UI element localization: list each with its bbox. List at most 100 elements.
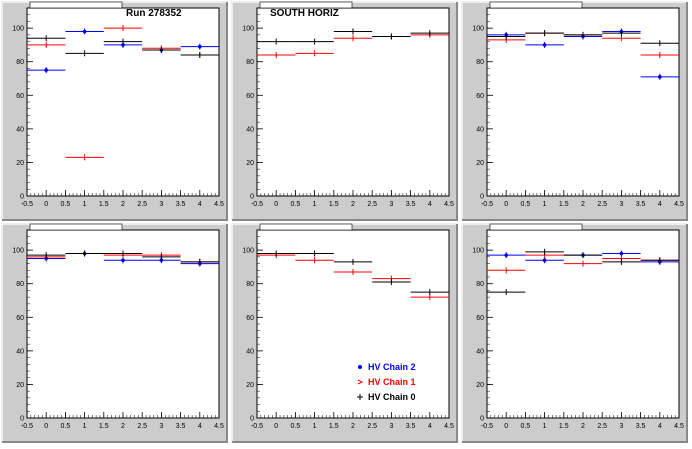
y-tick-label: 100 [242, 26, 254, 33]
x-tick-label: 0 [274, 201, 278, 208]
x-tick-label: -0.5 [251, 201, 263, 208]
pad-bevel-light [231, 1, 457, 220]
y-tick-label: 40 [246, 348, 254, 355]
y-tick-label: 100 [472, 26, 484, 33]
panel-title: SOUTH HORIZ [270, 8, 339, 19]
x-tick-label: 3.5 [636, 201, 646, 208]
x-tick-label: 3 [619, 423, 623, 430]
x-tick-label: 0.5 [61, 201, 71, 208]
x-tick-label: -0.5 [481, 201, 493, 208]
data-point-marker [542, 258, 547, 263]
x-tick-label: 3.5 [636, 423, 646, 430]
y-tick-label: 40 [246, 126, 254, 133]
x-tick-label: 2.5 [597, 423, 607, 430]
y-tick-label: 20 [476, 382, 484, 389]
legend-label: HV Chain 1 [368, 377, 416, 387]
x-tick-label: 0.5 [61, 423, 71, 430]
histogram-title-box [29, 223, 123, 231]
x-tick-label: 4 [428, 423, 432, 430]
plot-frame [26, 7, 220, 197]
y-tick-label: 0 [20, 416, 24, 423]
panel-top-left: -0.5 0 0.5 1 1.5 2 2.5 3 3.5 4 4.5020406080100Run … [1, 1, 228, 221]
x-tick-label: 4 [198, 423, 202, 430]
y-tick-label: 40 [476, 348, 484, 355]
y-tick-label: 60 [246, 315, 254, 322]
x-tick-label: 2.5 [137, 201, 147, 208]
x-tick-label: 0 [44, 201, 48, 208]
x-tick-label: 1.5 [559, 201, 569, 208]
x-tick-label: 4.5 [444, 201, 454, 208]
x-tick-label: 1.5 [329, 201, 339, 208]
pad-bevel-dark [232, 2, 458, 221]
pad-bevel-dark [462, 2, 688, 221]
y-tick-label: 80 [246, 281, 254, 288]
x-tick-label: -0.5 [21, 423, 33, 430]
x-tick-label: 0.5 [291, 423, 301, 430]
x-tick-label: -0.5 [481, 423, 493, 430]
x-tick-label: 2.5 [597, 201, 607, 208]
y-tick-label: 40 [16, 126, 24, 133]
histogram-title-box [489, 223, 583, 231]
x-tick-label: 4 [198, 201, 202, 208]
data-point-marker [121, 258, 125, 263]
x-tick-label: 0.5 [521, 423, 531, 430]
legend-label: HV Chain 0 [368, 392, 416, 402]
x-tick-label: 4 [658, 201, 662, 208]
y-tick-label: 20 [246, 382, 254, 389]
y-tick-label: 20 [16, 160, 24, 167]
data-point-marker [121, 43, 125, 47]
x-tick-label: 1 [543, 423, 547, 430]
x-tick-label: 0 [504, 201, 508, 208]
pad-bevel-light [1, 223, 227, 442]
y-tick-label: 100 [242, 248, 254, 255]
x-tick-label: 0.5 [521, 201, 531, 208]
histogram-title-box [489, 1, 583, 9]
pad-bevel-dark [2, 2, 228, 221]
y-tick-label: 20 [246, 160, 254, 167]
x-tick-label: 3 [159, 423, 163, 430]
data-point-marker [198, 44, 202, 49]
plot-frame [256, 229, 450, 419]
x-tick-label: 2 [121, 201, 125, 208]
x-tick-label: 2 [581, 423, 585, 430]
histogram-title-box [259, 1, 353, 9]
y-tick-label: 0 [480, 416, 484, 423]
y-tick-label: 40 [16, 348, 24, 355]
data-point-marker [658, 75, 662, 79]
x-tick-label: 4.5 [674, 423, 684, 430]
x-tick-label: 4.5 [214, 201, 224, 208]
x-tick-label: 0 [274, 423, 278, 430]
y-tick-label: 0 [20, 194, 24, 201]
x-tick-label: 3 [389, 201, 393, 208]
x-tick-label: 2 [121, 423, 125, 430]
panel-title: Run 278352 [126, 8, 182, 19]
pad-bevel-light [231, 223, 457, 442]
x-tick-label: 3.5 [406, 201, 416, 208]
x-tick-label: 0 [504, 423, 508, 430]
x-tick-label: 1.5 [559, 423, 569, 430]
y-tick-label: 0 [480, 194, 484, 201]
pad-bevel-dark [2, 224, 228, 443]
y-tick-label: 80 [476, 281, 484, 288]
y-tick-label: 60 [476, 93, 484, 100]
pad-bevel-light [1, 1, 227, 220]
y-tick-label: 100 [12, 26, 24, 33]
y-tick-label: 60 [16, 93, 24, 100]
x-tick-label: 3 [389, 423, 393, 430]
data-point-marker [542, 43, 547, 47]
x-tick-label: 0 [44, 423, 48, 430]
x-tick-label: 3.5 [406, 423, 416, 430]
x-tick-label: 2.5 [367, 201, 377, 208]
x-tick-label: 2 [351, 201, 355, 208]
histogram-title-box [259, 223, 353, 231]
x-tick-label: 3 [619, 201, 623, 208]
x-tick-label: 2 [351, 423, 355, 430]
x-tick-label: 1 [83, 201, 87, 208]
x-tick-label: 1 [83, 423, 87, 430]
